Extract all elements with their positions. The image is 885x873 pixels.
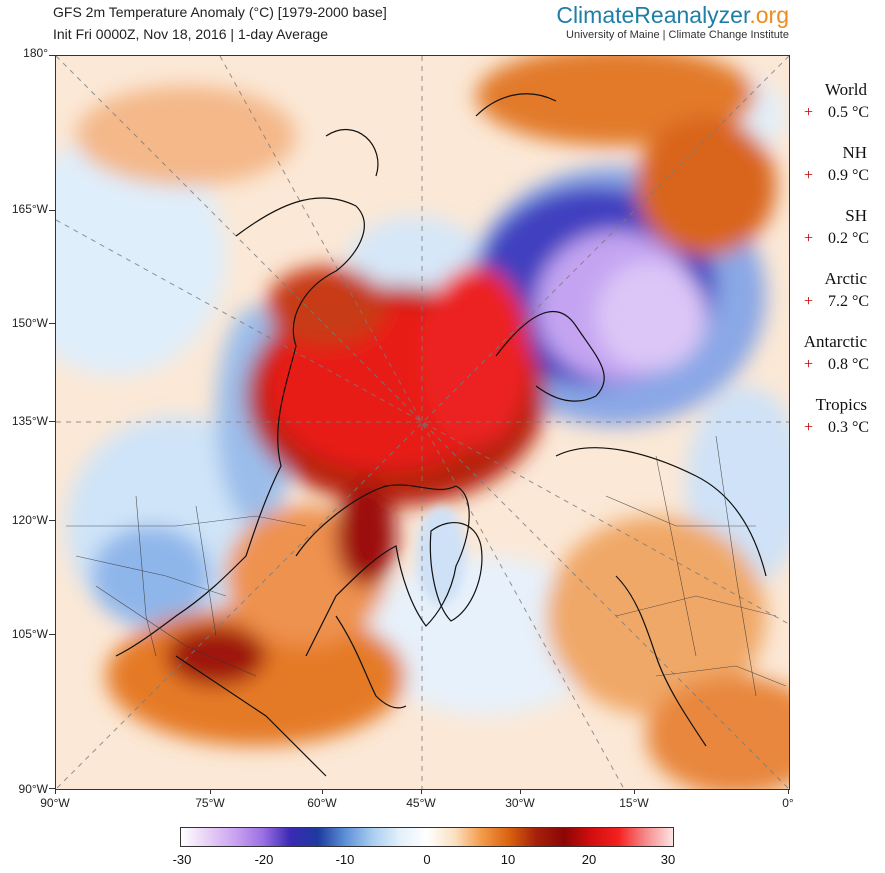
stat-sign: + (804, 419, 814, 436)
stat-name: World (824, 80, 867, 99)
lon-label-45w: 45°W (406, 796, 436, 810)
stat-arctic: Arctic + 7.2 °C (796, 269, 885, 332)
lat-label-135w: 135°W (11, 414, 48, 428)
brand-domain: .org (749, 2, 789, 28)
tick-mark (49, 55, 55, 56)
stat-sign: + (804, 104, 814, 121)
tick-mark (49, 421, 55, 422)
brand-name: ClimateReanalyzer (556, 2, 750, 28)
polar-projection-map (56, 56, 789, 789)
tick-mark (49, 323, 55, 324)
colorbar-tick: -20 (254, 852, 274, 867)
stat-nh: NH + 0.9 °C (796, 143, 885, 206)
tick-mark (49, 788, 55, 789)
lat-label-105w: 105°W (11, 627, 48, 641)
stat-value: 0.5 °C (828, 104, 870, 121)
lat-label-165w: 165°W (11, 202, 48, 216)
map-subtitle: Init Fri 0000Z, Nov 18, 2016 | 1-day Ave… (53, 26, 328, 42)
stat-value: 7.2 °C (828, 293, 870, 310)
tick-mark (49, 634, 55, 635)
stat-sign: + (804, 167, 814, 184)
stat-tropics: Tropics + 0.3 °C (796, 395, 885, 458)
tick-mark (634, 789, 635, 794)
tick-mark (322, 789, 323, 794)
tick-mark (49, 210, 55, 211)
tick-mark (49, 520, 55, 521)
tick-mark (421, 789, 422, 794)
stat-name: SH (845, 206, 867, 225)
stat-name: NH (842, 143, 867, 162)
brand-subtitle: University of Maine | Climate Change Ins… (566, 29, 789, 41)
tick-mark (210, 789, 211, 794)
stat-value: 0.2 °C (828, 230, 870, 247)
colorbar-tick: 30 (660, 852, 676, 867)
brand-logo[interactable]: ClimateReanalyzer.org (556, 2, 789, 29)
stat-sign: + (804, 293, 814, 310)
stat-name: Arctic (824, 269, 867, 288)
colorbar-legend (180, 827, 674, 847)
stat-value: 0.8 °C (828, 356, 870, 373)
lon-label-60w: 60°W (307, 796, 337, 810)
stat-name: Antarctic (803, 332, 867, 351)
stat-name: Tropics (815, 395, 867, 414)
stat-world: World + 0.5 °C (796, 80, 885, 143)
stat-sh: SH + 0.2 °C (796, 206, 885, 269)
stat-value: 0.9 °C (828, 167, 870, 184)
lon-label-75w: 75°W (195, 796, 225, 810)
stat-antarctic: Antarctic + 0.8 °C (796, 332, 885, 395)
lon-label-30w: 30°W (505, 796, 535, 810)
colorbar-tick: 10 (500, 852, 516, 867)
lon-label-0: 0° (782, 796, 794, 810)
stat-sign: + (804, 230, 814, 247)
colorbar-tick: 20 (581, 852, 597, 867)
lon-label-90w: 90°W (40, 796, 70, 810)
colorbar-tick: 0 (423, 852, 431, 867)
tick-mark (520, 789, 521, 794)
regional-stats-panel: World + 0.5 °C NH + 0.9 °C SH + 0.2 °C A… (796, 80, 885, 458)
map-title: GFS 2m Temperature Anomaly (°C) [1979-20… (53, 4, 387, 20)
tick-mark (788, 789, 789, 794)
stat-sign: + (804, 356, 814, 373)
stat-value: 0.3 °C (828, 419, 870, 436)
lat-label-120w: 120°W (11, 513, 48, 527)
colorbar-tick: -30 (172, 852, 192, 867)
temperature-anomaly-map[interactable] (55, 55, 790, 790)
lat-label-180: 180° (23, 46, 48, 60)
lat-label-150w: 150°W (11, 316, 48, 330)
lon-label-15w: 15°W (619, 796, 649, 810)
colorbar-tick: -10 (335, 852, 355, 867)
tick-mark (55, 789, 56, 794)
lat-label-90w: 90°W (18, 782, 48, 796)
